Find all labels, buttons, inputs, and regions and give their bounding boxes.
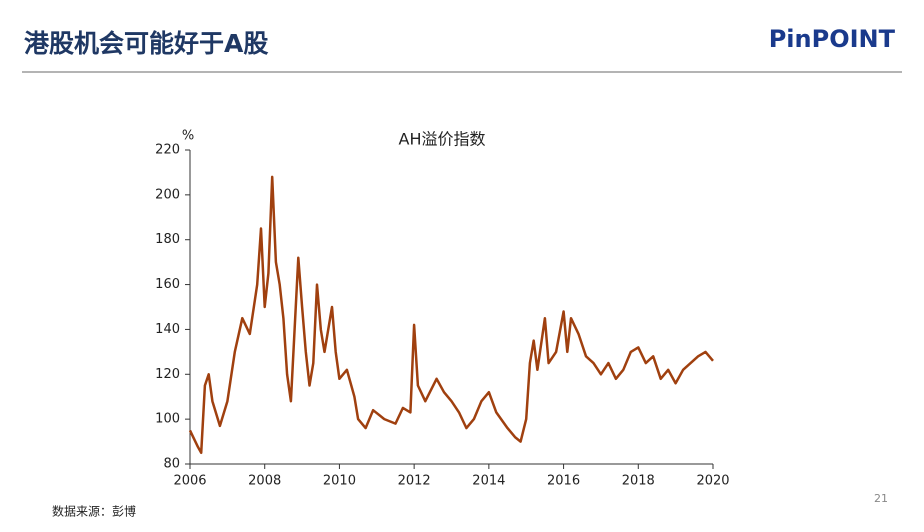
x-tick-label: 2010: [323, 474, 356, 489]
x-tick-label: 2018: [622, 474, 655, 489]
x-tick-label: 2012: [398, 474, 431, 489]
y-tick-label: 120: [155, 367, 180, 382]
y-tick-label: 140: [155, 322, 180, 337]
y-tick-label: 220: [155, 143, 180, 158]
slide-title: 港股机会可能好于A股: [24, 29, 268, 58]
source: 数据来源：彭博: [52, 504, 136, 519]
chart-title: AH溢价指数: [399, 130, 486, 149]
y-tick-label: 200: [155, 187, 180, 202]
logo: PinPOINT: [769, 25, 896, 53]
y-unit: %: [182, 129, 194, 144]
data-line: [188, 175, 714, 455]
x-tick-label: 2020: [696, 474, 729, 489]
y-tick-label: 100: [155, 412, 180, 427]
x-tick-label: 2014: [472, 474, 505, 489]
y-tick-label: 80: [163, 457, 180, 472]
y-tick-label: 180: [155, 232, 180, 247]
x-tick-label: 2008: [248, 474, 281, 489]
y-tick-label: 160: [155, 277, 180, 292]
page-number: 21: [874, 492, 888, 505]
x-tick-label: 2016: [547, 474, 580, 489]
x-tick-label: 2006: [173, 474, 206, 489]
